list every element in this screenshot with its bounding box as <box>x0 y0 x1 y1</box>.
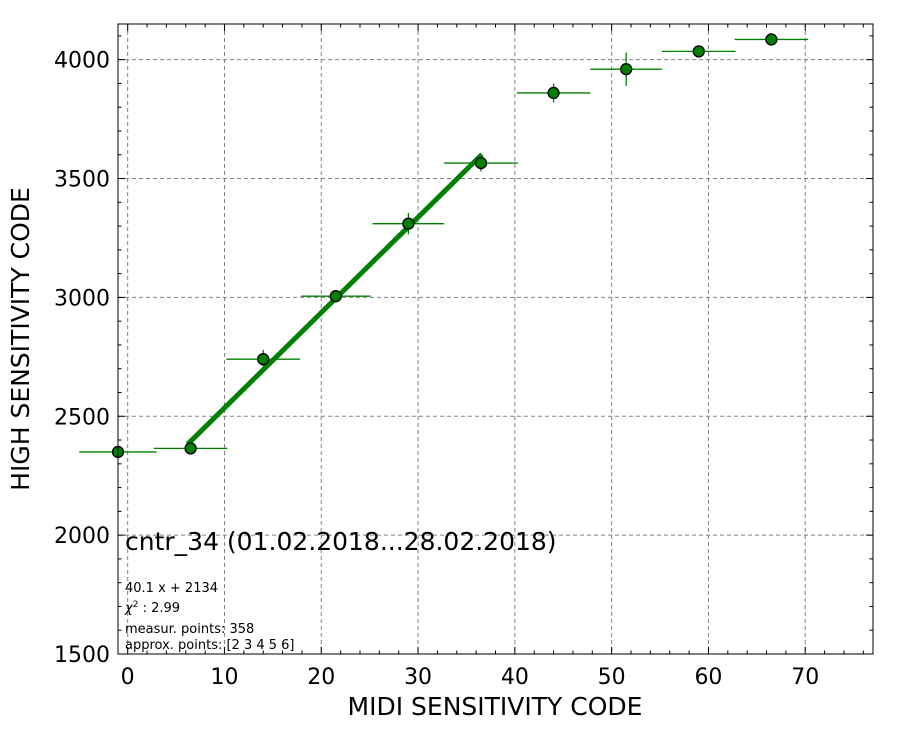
chi2-superscript: 2 <box>133 600 139 610</box>
errorbars <box>79 37 809 455</box>
minor-ticks <box>118 24 873 654</box>
x-tick-label: 50 <box>598 665 626 690</box>
data-point <box>257 353 270 366</box>
x-tick-label: 30 <box>404 665 432 690</box>
data-point <box>184 442 197 455</box>
y-tick-label: 4000 <box>54 49 110 74</box>
data-point <box>474 156 488 170</box>
y-tick-label: 1500 <box>54 643 110 668</box>
y-ticks: 1500 2000 2500 3000 3500 4000 <box>54 49 873 668</box>
data-point <box>692 45 705 58</box>
data-point <box>620 63 633 76</box>
chi2-annotation: χ2 : 2.99 <box>124 600 180 616</box>
plot-frame <box>117 23 874 655</box>
y-axis-title: HIGH SENSITIVITY CODE <box>6 187 35 491</box>
y-tick-label: 3500 <box>54 168 110 193</box>
approx-points-annotation: approx. points: [2 3 4 5 6] <box>125 638 295 653</box>
data-point <box>765 33 778 46</box>
x-tick-label: 20 <box>307 665 335 690</box>
fit-equation-annotation: 40.1 x + 2134 <box>125 581 218 596</box>
x-tick-label: 60 <box>694 665 722 690</box>
chi2-value: : 2.99 <box>138 601 180 616</box>
x-tick-label: 70 <box>791 665 819 690</box>
x-tick-label: 0 <box>121 665 135 690</box>
chi2-symbol: χ <box>124 601 134 616</box>
annotation-block: cntr_34 (01.02.2018...28.02.2018) 40.1 x… <box>124 527 557 653</box>
y-tick-label: 2500 <box>54 405 110 430</box>
measured-points-annotation: measur. points: 358 <box>125 622 254 637</box>
data-point <box>547 86 560 100</box>
x-ticks: 0 10 20 30 40 50 60 70 <box>121 24 819 690</box>
x-tick-label: 40 <box>501 665 529 690</box>
x-axis-title: MIDI SENSITIVITY CODE <box>348 692 643 721</box>
period-annotation: cntr_34 (01.02.2018...28.02.2018) <box>125 527 557 556</box>
y-tick-label: 2000 <box>54 524 110 549</box>
grid <box>118 24 873 655</box>
markers <box>111 33 778 459</box>
data-point <box>402 217 415 230</box>
y-tick-label: 3000 <box>54 286 110 311</box>
x-tick-label: 10 <box>210 665 238 690</box>
data-point <box>329 290 342 303</box>
